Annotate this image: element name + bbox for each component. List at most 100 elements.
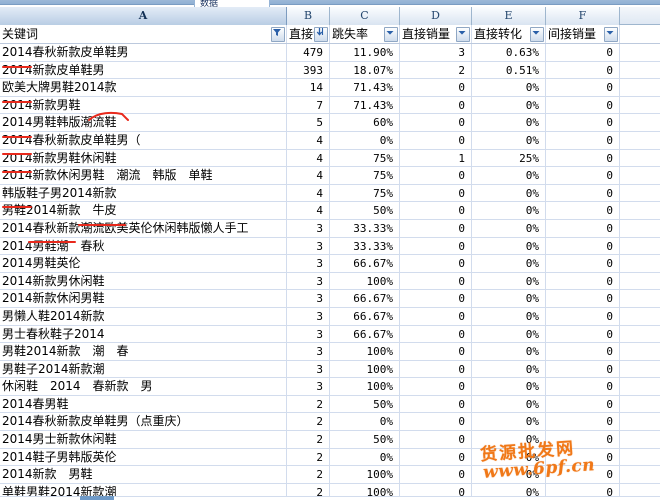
cell-direct_conv[interactable]: 0% xyxy=(472,184,546,202)
cell-direct_sales[interactable]: 0 xyxy=(400,167,472,184)
cell-direct_sales[interactable]: 0 xyxy=(400,114,472,131)
cell-indirect_sales[interactable]: 0 xyxy=(546,149,620,167)
table-row[interactable]: 韩版鞋子男2014新款 4 75% 0 0% 0 xyxy=(0,184,660,203)
cell-direct_conv[interactable]: 0% xyxy=(472,255,546,272)
table-row[interactable]: 2014新款休闲男鞋 潮流 韩版 单鞋 4 75% 0 0% 0 xyxy=(0,167,660,185)
table-row[interactable]: 2014新款皮单鞋男 393 18.07% 2 0.51% 0 xyxy=(0,61,660,80)
cell-indirect_sales[interactable]: 0 xyxy=(546,431,620,448)
cell-bounce[interactable]: 60% xyxy=(330,114,400,131)
cell-visitors[interactable]: 7 xyxy=(287,96,330,114)
cell-direct_sales[interactable]: 0 xyxy=(400,483,472,500)
cell-direct_conv[interactable]: 0% xyxy=(472,219,546,237)
cell-bounce[interactable]: 0% xyxy=(330,448,400,466)
table-row[interactable]: 2014新款男鞋休闲鞋 4 75% 1 25% 0 xyxy=(0,149,660,168)
cell-direct_sales[interactable]: 3 xyxy=(400,44,472,61)
cell-direct_sales[interactable]: 0 xyxy=(400,343,472,360)
cell-direct_conv[interactable]: 0% xyxy=(472,307,546,325)
cell-keyword[interactable]: 休闲鞋 2014 春新款 男 xyxy=(0,378,287,395)
cell-keyword[interactable]: 男鞋2014新款 潮 春 xyxy=(0,343,287,360)
cell-bounce[interactable]: 0% xyxy=(330,131,400,149)
column-header-c[interactable]: C xyxy=(330,7,400,25)
cell-indirect_sales[interactable]: 0 xyxy=(546,343,620,360)
cell-visitors[interactable]: 3 xyxy=(287,255,330,272)
cell-direct_sales[interactable]: 0 xyxy=(400,202,472,219)
table-row[interactable]: 欧美大牌男鞋2014款 14 71.43% 0 0% 0 xyxy=(0,79,660,97)
cell-bounce[interactable]: 50% xyxy=(330,202,400,219)
cell-direct_conv[interactable]: 0% xyxy=(472,378,546,395)
cell-visitors[interactable]: 2 xyxy=(287,466,330,483)
cell-bounce[interactable]: 75% xyxy=(330,167,400,184)
cell-indirect_sales[interactable]: 0 xyxy=(546,448,620,466)
cell-direct_sales[interactable]: 0 xyxy=(400,96,472,114)
cell-indirect_sales[interactable]: 0 xyxy=(546,466,620,483)
cell-indirect_sales[interactable]: 0 xyxy=(546,131,620,149)
cell-keyword[interactable]: 2014春男鞋 xyxy=(0,395,287,413)
cell-keyword[interactable]: 2014新款男鞋 xyxy=(0,96,287,114)
cell-direct_conv[interactable]: 0% xyxy=(472,466,546,483)
autofilter-dropdown-icon[interactable] xyxy=(604,27,618,42)
column-header-d[interactable]: D xyxy=(400,7,472,25)
cell-direct_conv[interactable]: 0% xyxy=(472,360,546,378)
autofilter-dropdown-icon[interactable] xyxy=(314,27,328,42)
cell-visitors[interactable]: 14 xyxy=(287,79,330,96)
cell-visitors[interactable]: 3 xyxy=(287,307,330,325)
cell-indirect_sales[interactable]: 0 xyxy=(546,255,620,272)
cell-bounce[interactable]: 66.67% xyxy=(330,325,400,343)
table-row[interactable]: 休闲鞋 2014 春新款 男 3 100% 0 0% 0 xyxy=(0,378,660,396)
table-row[interactable]: 2014新款男鞋 7 71.43% 0 0% 0 xyxy=(0,96,660,115)
cell-keyword[interactable]: 2014春秋新款皮单鞋男（ xyxy=(0,131,287,149)
cell-bounce[interactable]: 100% xyxy=(330,378,400,395)
cell-direct_conv[interactable]: 25% xyxy=(472,149,546,167)
cell-visitors[interactable]: 2 xyxy=(287,413,330,431)
cell-visitors[interactable]: 3 xyxy=(287,272,330,290)
cell-bounce[interactable]: 18.07% xyxy=(330,61,400,79)
autofilter-dropdown-icon[interactable] xyxy=(384,27,398,42)
table-row[interactable]: 2014鞋子男韩版英伦 2 0% 0 0% 0 xyxy=(0,448,660,467)
cell-direct_sales[interactable]: 0 xyxy=(400,395,472,413)
column-header-f[interactable]: F xyxy=(546,7,620,25)
cell-indirect_sales[interactable]: 0 xyxy=(546,272,620,290)
cell-direct_sales[interactable]: 0 xyxy=(400,448,472,466)
cell-keyword[interactable]: 2014新款皮单鞋男 xyxy=(0,61,287,79)
cell-visitors[interactable]: 4 xyxy=(287,184,330,202)
cell-indirect_sales[interactable]: 0 xyxy=(546,202,620,219)
cell-bounce[interactable]: 75% xyxy=(330,184,400,202)
cell-keyword[interactable]: 韩版鞋子男2014新款 xyxy=(0,184,287,202)
cell-direct_conv[interactable]: 0% xyxy=(472,202,546,219)
cell-visitors[interactable]: 479 xyxy=(287,44,330,61)
cell-keyword[interactable]: 2014春秋新款皮单鞋男（点重庆） xyxy=(0,413,287,431)
cell-bounce[interactable]: 0% xyxy=(330,413,400,431)
table-row[interactable]: 2014春秋新款潮流欧美英伦休闲韩版懒人手工 3 33.33% 0 0% 0 xyxy=(0,219,660,238)
cell-keyword[interactable]: 男士春秋鞋子2014 xyxy=(0,325,287,343)
cell-keyword[interactable]: 2014男鞋英伦 xyxy=(0,255,287,272)
cell-keyword[interactable]: 2014男鞋韩版潮流鞋 xyxy=(0,114,287,131)
cell-direct_sales[interactable]: 1 xyxy=(400,149,472,167)
cell-direct_conv[interactable]: 0% xyxy=(472,114,546,131)
cell-keyword[interactable]: 欧美大牌男鞋2014款 xyxy=(0,79,287,96)
cell-bounce[interactable]: 33.33% xyxy=(330,219,400,237)
cell-bounce[interactable]: 33.33% xyxy=(330,237,400,255)
cell-indirect_sales[interactable]: 0 xyxy=(546,79,620,96)
table-row[interactable]: 2014男鞋英伦 3 66.67% 0 0% 0 xyxy=(0,255,660,273)
cell-direct_conv[interactable]: 0% xyxy=(472,96,546,114)
cell-visitors[interactable]: 3 xyxy=(287,360,330,378)
cell-direct_sales[interactable]: 0 xyxy=(400,219,472,237)
cell-bounce[interactable]: 75% xyxy=(330,149,400,167)
cell-visitors[interactable]: 4 xyxy=(287,131,330,149)
cell-direct_conv[interactable]: 0% xyxy=(472,237,546,255)
cell-visitors[interactable]: 3 xyxy=(287,378,330,395)
cell-direct_sales[interactable]: 0 xyxy=(400,272,472,290)
cell-visitors[interactable]: 3 xyxy=(287,290,330,307)
cell-bounce[interactable]: 100% xyxy=(330,483,400,500)
cell-visitors[interactable]: 3 xyxy=(287,237,330,255)
table-row[interactable]: 2014新款休闲男鞋 3 66.67% 0 0% 0 xyxy=(0,290,660,308)
cell-keyword[interactable]: 2014新款男鞋休闲鞋 xyxy=(0,149,287,167)
cell-direct_sales[interactable]: 0 xyxy=(400,431,472,448)
cell-direct_conv[interactable]: 0% xyxy=(472,431,546,448)
cell-keyword[interactable]: 2014春秋新款皮单鞋男 xyxy=(0,44,287,61)
cell-indirect_sales[interactable]: 0 xyxy=(546,184,620,202)
cell-keyword[interactable]: 单鞋男鞋2014新款潮 xyxy=(0,483,287,500)
cell-indirect_sales[interactable]: 0 xyxy=(546,167,620,184)
cell-keyword[interactable]: 男懒人鞋2014新款 xyxy=(0,307,287,325)
table-row[interactable]: 2014春秋新款皮单鞋男（ 4 0% 0 0% 0 xyxy=(0,131,660,150)
